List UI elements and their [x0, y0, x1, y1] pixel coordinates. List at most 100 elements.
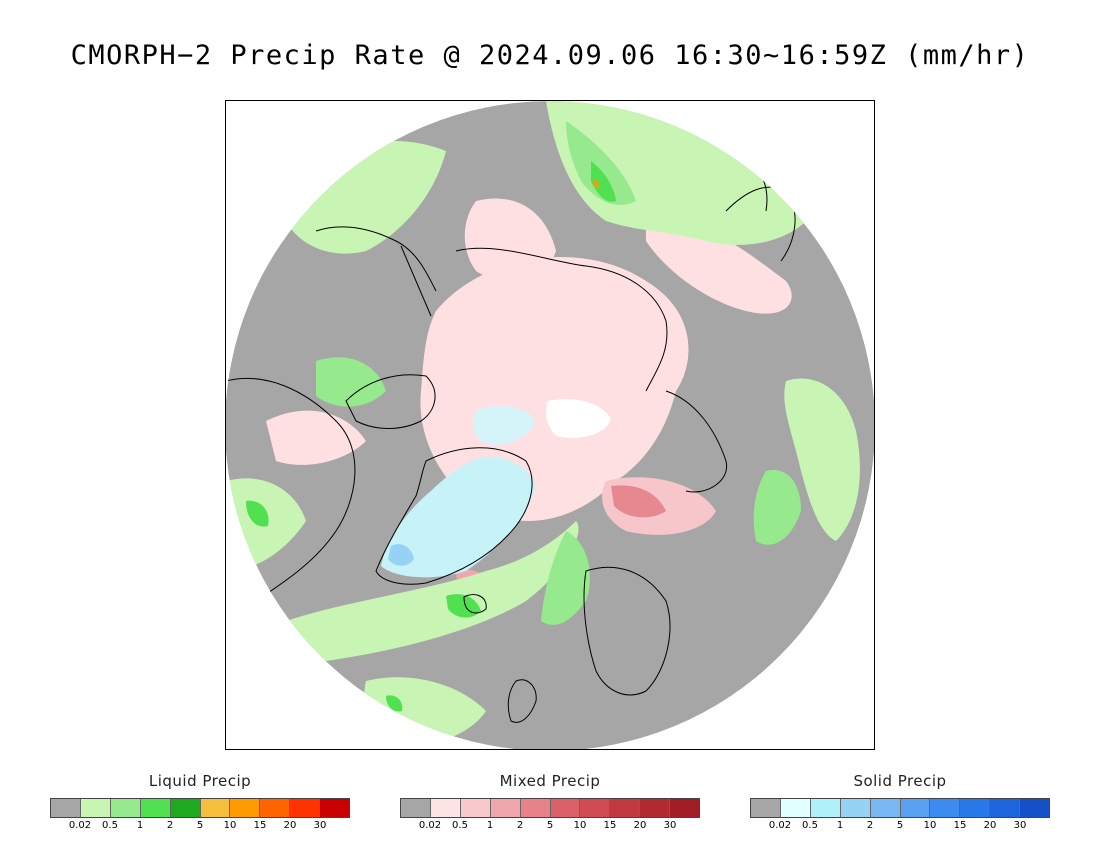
legend-swatch [490, 799, 521, 817]
no-data-pole [546, 399, 611, 438]
legend-tick-label: 10 [223, 820, 237, 831]
legend-tick-label: 1 [136, 820, 144, 831]
legend-tick-label: 20 [983, 820, 997, 831]
legend-swatch [990, 799, 1021, 817]
legend-liquid-precip: Liquid Precip 0.02 0.5 1 2 5 10 15 20 30 [50, 772, 350, 834]
mixed-precip-region-arctic [420, 257, 689, 521]
legend-swatch [960, 799, 991, 817]
legend-tick-label: 15 [953, 820, 967, 831]
liquid-precip-right-lower [753, 470, 801, 545]
coastline-north-america [226, 377, 356, 602]
legend-ticks: 0.02 0.5 1 2 5 10 15 20 30 [750, 820, 1050, 834]
legend-tick-label: 30 [313, 820, 327, 831]
legend-swatch [900, 799, 931, 817]
legend-swatch [260, 799, 291, 817]
liquid-precip-atlantic-band [286, 521, 579, 661]
solid-precip-greenland [381, 457, 536, 578]
mixed-precip-right [646, 219, 792, 314]
liquid-precip-top-right-heavy [591, 161, 616, 202]
mixed-precip-band-west [266, 410, 366, 465]
legend-tick-label: 5 [196, 820, 204, 831]
legend-swatch [520, 799, 551, 817]
legend-solid-precip: Solid Precip 0.02 0.5 1 2 5 10 15 20 30 [750, 772, 1050, 834]
legend-tick-label: 1 [486, 820, 494, 831]
liquid-precip-top-right-core [593, 179, 599, 189]
legend-tick-label: 0.02 [768, 820, 792, 831]
legend-colorbar [400, 798, 700, 818]
border-alaska-canada [400, 245, 432, 317]
legend-swatch [200, 799, 231, 817]
polar-precip-map [225, 100, 875, 750]
liquid-precip-iceland-mod [446, 594, 481, 618]
liquid-precip-top-right-mod [566, 121, 636, 205]
legend-tick-label: 0.5 [802, 820, 818, 831]
legend-swatch [670, 799, 700, 817]
legend-tick-label: 2 [166, 820, 174, 831]
coastline-greenland [375, 447, 533, 585]
legend-swatch [870, 799, 901, 817]
chart-title: CMORPH−2 Precip Rate @ 2024.09.06 16:30~… [70, 40, 1030, 71]
legend-swatch [110, 799, 141, 817]
coastline-russia-north [665, 390, 728, 493]
legend-tick-label: 2 [516, 820, 524, 831]
liquid-precip-west-core [246, 500, 269, 527]
legend-swatch [810, 799, 841, 817]
coastline-canada-archipelago [345, 374, 436, 429]
precip-field [226, 101, 874, 749]
legend-swatch [610, 799, 641, 817]
legend-tick-label: 0.5 [102, 820, 118, 831]
legend-swatch [460, 799, 491, 817]
mixed-precip-region-north [464, 198, 556, 282]
legend-title: Mixed Precip [499, 772, 601, 790]
liquid-precip-norway [541, 531, 590, 625]
legend-tick-label: 30 [663, 820, 677, 831]
legend-colorbar [50, 798, 350, 818]
legend-swatch [230, 799, 261, 817]
legend-tick-label: 0.5 [452, 820, 468, 831]
legend-tick-label: 1 [836, 820, 844, 831]
legend-swatch [640, 799, 671, 817]
legend-tick-label: 20 [633, 820, 647, 831]
legend-swatch [751, 799, 781, 817]
liquid-precip-south-core [386, 695, 403, 712]
coastline-iceland [463, 594, 487, 614]
solid-precip-pole [472, 405, 536, 445]
legend-swatch [170, 799, 201, 817]
legend-tick-label: 20 [283, 820, 297, 831]
legend-swatch [930, 799, 961, 817]
legend-swatch [80, 799, 111, 817]
liquid-precip-right-edge [784, 378, 860, 541]
legend-tick-label: 10 [573, 820, 587, 831]
legend-tick-label: 2 [866, 820, 874, 831]
legend-tick-label: 10 [923, 820, 937, 831]
coastlines [226, 150, 796, 723]
legend-colorbar [750, 798, 1050, 818]
legend-tick-label: 0.02 [68, 820, 92, 831]
coastline-alaska [315, 226, 437, 292]
solid-precip-heavy-greenland [388, 544, 414, 566]
liquid-precip-canada [316, 357, 386, 407]
legend-tick-label: 15 [253, 820, 267, 831]
legend-ticks: 0.02 0.5 1 2 5 10 15 20 30 [50, 820, 350, 834]
legend-swatch [320, 799, 350, 817]
legend-swatch [550, 799, 581, 817]
legend-swatch [140, 799, 171, 817]
legend-swatch [401, 799, 431, 817]
coastline-uk [507, 679, 537, 723]
legend-title: Liquid Precip [148, 772, 252, 790]
legend-swatch [580, 799, 611, 817]
legend-title: Solid Precip [853, 772, 947, 790]
legend-swatch [1020, 799, 1050, 817]
legend-swatch [290, 799, 321, 817]
legend-mixed-precip: Mixed Precip 0.02 0.5 1 2 5 10 15 20 30 [400, 772, 700, 834]
legend-tick-label: 5 [546, 820, 554, 831]
map-svg [226, 101, 874, 749]
legend-swatch [780, 799, 811, 817]
legend-swatch [430, 799, 461, 817]
mixed-precip-heavy-east [611, 485, 666, 518]
legend-tick-label: 15 [603, 820, 617, 831]
legend-ticks: 0.02 0.5 1 2 5 10 15 20 30 [400, 820, 700, 834]
legend-swatch [840, 799, 871, 817]
coastline-siberia [455, 247, 668, 392]
legend-tick-label: 5 [896, 820, 904, 831]
